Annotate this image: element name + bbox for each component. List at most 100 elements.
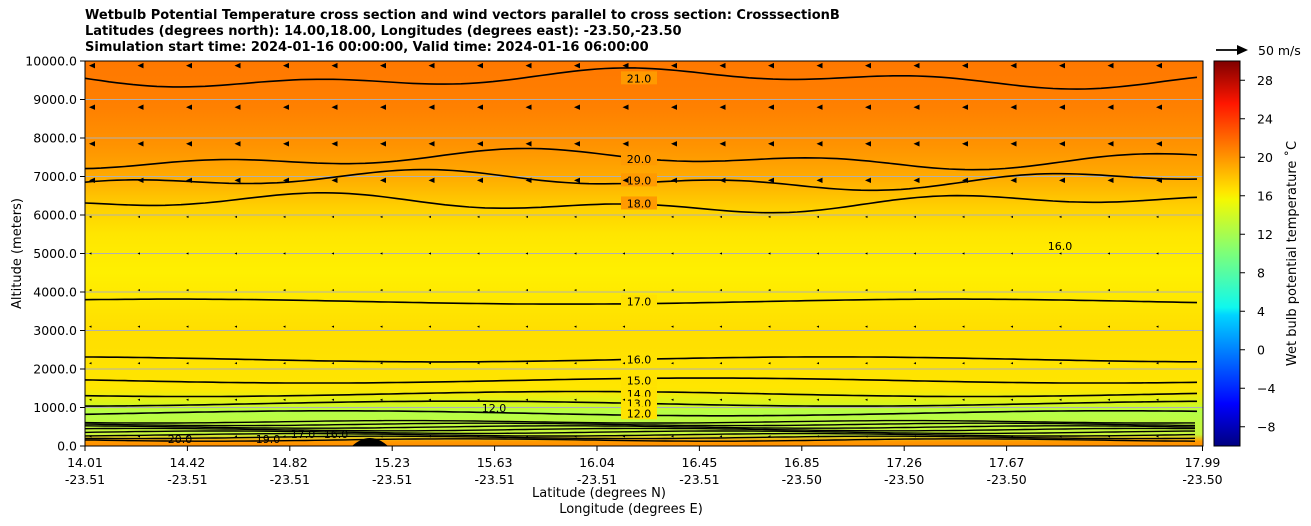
wind-vector [913, 435, 916, 438]
x-tick-lat: 15.63 [477, 455, 513, 470]
wind-vector [234, 62, 241, 69]
wind-vector [1010, 325, 1013, 328]
wind-vector [1059, 288, 1062, 292]
contour-label: 12.0 [627, 407, 652, 420]
wind-vector [283, 398, 286, 401]
wind-vector [816, 325, 819, 328]
contour-label-bg [621, 352, 657, 366]
y-tick-label: 2000.0 [33, 362, 77, 377]
wind-vector [380, 177, 386, 184]
contour-label-bg [621, 71, 657, 85]
wind-vector [186, 104, 192, 110]
wind-vector [1059, 177, 1065, 184]
contour-small-label: 19.0 [256, 433, 281, 446]
wind-vector [380, 362, 383, 365]
wind-vector [719, 362, 722, 365]
wind-vector [428, 362, 431, 365]
wind-vector [671, 62, 677, 69]
wind-vector [671, 252, 674, 255]
wind-vector [331, 288, 334, 292]
contour-label: 17.0 [627, 296, 652, 309]
wind-key-label: 50 m/s [1258, 43, 1301, 58]
wind-vector [186, 288, 189, 292]
wind-vector [865, 62, 871, 69]
wind-vector [477, 141, 483, 147]
wind-vector [671, 104, 677, 110]
wind-vector [671, 362, 674, 365]
wind-vector [962, 62, 968, 69]
wind-vector [768, 104, 774, 110]
wind-vector [768, 177, 774, 184]
colorbar-tick-label: 0 [1257, 342, 1265, 357]
wind-vector [89, 215, 92, 219]
wind-vector [186, 398, 189, 401]
contour-label: 18.0 [627, 197, 652, 210]
contour-line [85, 67, 1198, 90]
contour-label-bg [621, 294, 657, 308]
wind-vector [477, 62, 483, 69]
wind-vector [186, 435, 189, 438]
contour-label: 21.0 [627, 72, 652, 85]
wind-vector [89, 104, 95, 110]
wind-vector [477, 177, 483, 184]
wind-vector [574, 288, 577, 292]
wind-vector [768, 215, 771, 219]
y-tick-label: 4000.0 [33, 285, 77, 300]
wind-vector [89, 252, 92, 255]
colorbar-tick-label: 4 [1257, 304, 1265, 319]
wind-vector [816, 104, 823, 110]
wind-vector [574, 398, 577, 401]
colorbar-label: Wet bulb potential temperature ˚C [1284, 141, 1300, 366]
wind-vector [719, 435, 722, 438]
wind-vector [331, 177, 338, 184]
wind-vector [331, 435, 334, 438]
wind-vector [816, 288, 819, 292]
wind-vector [1059, 215, 1062, 219]
wind-vector [283, 62, 289, 69]
wind-vector [865, 141, 871, 147]
x-tick-lon: -23.50 [986, 472, 1026, 487]
wind-vector [574, 141, 580, 147]
wind-vector [719, 252, 722, 255]
wind-vector [331, 215, 334, 219]
wind-vector [1156, 325, 1159, 328]
y-tick-label: 1000.0 [33, 400, 77, 415]
wind-vector [331, 362, 334, 365]
wind-vector [89, 288, 92, 292]
wind-vector [428, 215, 431, 219]
wind-vector [380, 252, 383, 255]
wind-vector [962, 435, 965, 438]
wind-vector [477, 362, 480, 365]
wind-vector [234, 435, 237, 438]
wind-vector [768, 252, 771, 255]
x-tick-lon: -23.51 [372, 472, 412, 487]
wind-vector [1010, 362, 1013, 365]
wind-vector [622, 325, 625, 328]
wind-vector [962, 215, 965, 219]
wind-vector [525, 362, 528, 365]
wind-vector [865, 325, 868, 328]
wind-vector [768, 141, 774, 147]
wind-vector [331, 325, 334, 328]
contour-label-bg [621, 173, 657, 187]
wind-vector [525, 398, 528, 401]
wind-vector [622, 435, 625, 438]
wind-vector [962, 177, 968, 184]
wind-vector [816, 215, 819, 219]
wind-vector [1059, 325, 1062, 328]
colorbar-tick-label: 8 [1257, 265, 1265, 280]
wind-vector [1156, 215, 1159, 219]
wind-vector [816, 362, 819, 365]
wind-vector [1010, 62, 1017, 69]
wind-vector [865, 104, 871, 110]
wind-vector [283, 362, 286, 365]
y-tick-label: 6000.0 [33, 208, 77, 223]
wind-vector [671, 141, 677, 147]
wind-vector [1107, 177, 1114, 184]
wind-vector [380, 398, 383, 401]
wind-vector [865, 362, 868, 365]
wind-vector [671, 325, 674, 328]
wind-vector [186, 362, 189, 365]
wind-vector [331, 252, 334, 255]
wind-vector [1107, 252, 1110, 255]
